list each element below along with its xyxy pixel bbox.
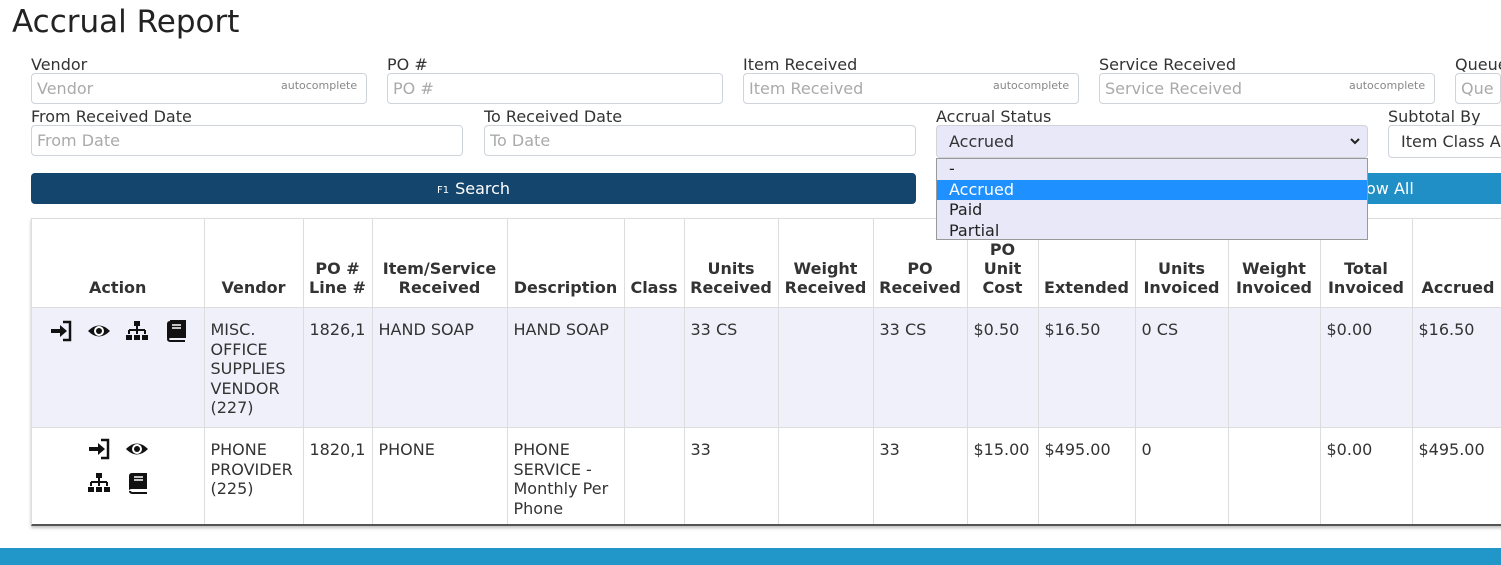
extended-cell: $16.50	[1038, 307, 1136, 428]
show-all-button-label: ow All	[1366, 179, 1414, 198]
service-received-label: Service Received	[1099, 55, 1237, 74]
po-unit-cost-cell: $15.00	[967, 427, 1039, 524]
subtotal-by-value: Item Class A	[1401, 132, 1501, 151]
search-shortcut-key: F1	[436, 185, 450, 196]
service-autocomplete-hint: autocomplete	[1349, 79, 1426, 92]
po-line-cell: 1820,1	[303, 427, 373, 524]
accrual-status-option[interactable]: Paid	[949, 200, 983, 219]
header-action[interactable]: Action	[32, 219, 205, 308]
weight-received-cell	[778, 307, 874, 428]
header-vendor[interactable]: Vendor	[204, 219, 304, 308]
weight-invoiced-cell	[1228, 307, 1321, 428]
from-date-label: From Received Date	[31, 107, 192, 126]
subtotal-by-select[interactable]: Item Class A	[1388, 125, 1501, 158]
header-po-line[interactable]: PO # Line #	[303, 219, 373, 308]
action-cell	[32, 307, 205, 428]
page-title: Accrual Report	[12, 4, 240, 40]
table-row: PHONE PROVIDER (225) 1820,1 PHONE PHONE …	[32, 427, 1501, 524]
sign-in-icon[interactable]	[87, 438, 111, 460]
sitemap-icon[interactable]	[125, 320, 149, 342]
units-received-cell: 33	[684, 427, 779, 524]
po-received-cell: 33	[873, 427, 968, 524]
sign-in-icon[interactable]	[49, 320, 73, 342]
from-date-input[interactable]	[31, 125, 463, 156]
action-cell	[32, 427, 205, 524]
subtotal-by-label: Subtotal By	[1388, 107, 1481, 126]
accrual-status-select[interactable]: Accrued	[936, 125, 1368, 158]
accrual-status-option-selected[interactable]: Accrued	[937, 179, 1367, 200]
item-received-label: Item Received	[743, 55, 858, 74]
header-units-received[interactable]: Units Received	[684, 219, 779, 308]
weight-received-cell	[778, 427, 874, 524]
header-description[interactable]: Description	[507, 219, 625, 308]
accrual-status-option[interactable]: -	[949, 159, 955, 178]
accrued-cell: $495.00	[1412, 427, 1501, 524]
search-button-label: Search	[455, 179, 511, 198]
results-table: Action Vendor PO # Line # Item/Service Rec…	[32, 219, 1501, 524]
search-button[interactable]: F1 Search	[31, 173, 916, 204]
vendor-label: Vendor	[31, 55, 88, 74]
book-icon[interactable]	[125, 472, 149, 494]
to-date-label: To Received Date	[484, 107, 623, 126]
po-received-cell: 33 CS	[873, 307, 968, 428]
accrual-status-value: Accrued	[949, 132, 1014, 151]
accrual-status-option[interactable]: Partial	[949, 220, 1000, 240]
description-cell: HAND SOAP	[507, 307, 625, 428]
header-weight-received[interactable]: Weight Received	[778, 219, 874, 308]
class-cell	[624, 427, 685, 524]
vendor-cell: MISC. OFFICE SUPPLIES VENDOR (227)	[204, 307, 304, 428]
units-received-cell: 33 CS	[684, 307, 779, 428]
item-autocomplete-hint: autocomplete	[993, 79, 1070, 92]
footer-bar	[0, 548, 1501, 565]
vendor-autocomplete-hint: autocomplete	[281, 79, 358, 92]
po-unit-cost-cell: $0.50	[967, 307, 1039, 428]
to-date-input[interactable]	[484, 125, 916, 156]
eye-icon[interactable]	[125, 438, 149, 460]
weight-invoiced-cell	[1228, 427, 1321, 524]
queue-label: Queue	[1455, 55, 1501, 74]
table-row: MISC. OFFICE SUPPLIES VENDOR (227) 1826,…	[32, 307, 1501, 428]
units-invoiced-cell: 0	[1135, 427, 1229, 524]
header-item-service[interactable]: Item/Service Received	[372, 219, 508, 308]
sitemap-icon[interactable]	[87, 472, 111, 494]
header-accrued[interactable]: Accrued	[1412, 219, 1501, 308]
extended-cell: $495.00	[1038, 427, 1136, 524]
item-cell: PHONE	[372, 427, 508, 524]
accrued-cell: $16.50	[1412, 307, 1501, 428]
class-cell	[624, 307, 685, 428]
accrual-status-label: Accrual Status	[936, 107, 1052, 126]
queue-input[interactable]	[1455, 73, 1501, 104]
header-po-received[interactable]: PO Received	[873, 219, 968, 308]
results-table-container: Action Vendor PO # Line # Item/Service Rec…	[31, 218, 1501, 526]
po-input[interactable]	[387, 73, 723, 104]
book-icon[interactable]	[163, 320, 187, 342]
units-invoiced-cell: 0 CS	[1135, 307, 1229, 428]
eye-icon[interactable]	[87, 320, 111, 342]
item-cell: HAND SOAP	[372, 307, 508, 428]
po-line-cell: 1826,1	[303, 307, 373, 428]
table-header-row: Action Vendor PO # Line # Item/Service Rec…	[32, 219, 1501, 308]
header-class[interactable]: Class	[624, 219, 685, 308]
po-label: PO #	[387, 55, 428, 74]
vendor-cell: PHONE PROVIDER (225)	[204, 427, 304, 524]
description-cell: PHONE SERVICE - Monthly Per Phone	[507, 427, 625, 524]
chevron-down-icon	[1350, 138, 1360, 145]
total-invoiced-cell: $0.00	[1320, 427, 1413, 524]
service-received-input[interactable]	[1099, 73, 1435, 104]
total-invoiced-cell: $0.00	[1320, 307, 1413, 428]
item-received-input[interactable]	[743, 73, 1079, 104]
vendor-input[interactable]	[31, 73, 367, 104]
accrual-status-dropdown: - Accrued Paid Partial	[936, 158, 1368, 240]
